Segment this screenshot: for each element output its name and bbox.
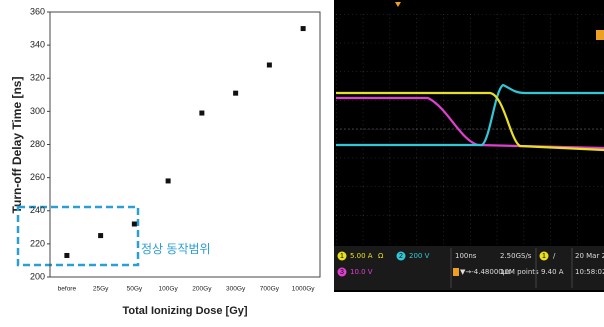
plot-frame bbox=[50, 12, 320, 277]
trigger-level-marker bbox=[596, 30, 604, 40]
ch1-scale: 5.00 A bbox=[350, 252, 373, 260]
point bbox=[132, 222, 137, 227]
x-axis-title: Total Ionizing Dose [Gy] bbox=[122, 305, 247, 317]
point bbox=[199, 111, 204, 116]
trigger-source: 1 bbox=[542, 253, 546, 260]
y-tick-label: 220 bbox=[30, 238, 45, 248]
point bbox=[233, 91, 238, 96]
ch3-label: 3 bbox=[340, 269, 344, 276]
ch1-label: 1 bbox=[340, 253, 344, 260]
ch3-scale: 10.0 V bbox=[350, 268, 373, 276]
ch2-scale: 200 V bbox=[409, 252, 430, 260]
ch1-coupling: Ω bbox=[378, 252, 384, 260]
x-tick-label: 50Gy bbox=[127, 286, 143, 293]
record-length: 10M points bbox=[500, 268, 539, 276]
y-tick-label: 260 bbox=[30, 172, 45, 182]
y-tick-label: 360 bbox=[30, 6, 45, 16]
y-tick-label: 300 bbox=[30, 106, 45, 116]
y-tick-label: 200 bbox=[30, 271, 45, 281]
annotation: 정상 동작범위 bbox=[141, 242, 211, 256]
point bbox=[98, 233, 103, 238]
ch2-label: 2 bbox=[399, 253, 403, 260]
trigger-level: 9.40 A bbox=[541, 268, 564, 276]
point bbox=[64, 253, 69, 258]
point bbox=[301, 26, 306, 31]
y-axis-title: Turn-off Delay Time [ns] bbox=[10, 77, 24, 214]
x-tick-label: 200Gy bbox=[192, 286, 212, 293]
y-tick-label: 280 bbox=[30, 139, 45, 149]
trigger-icon bbox=[453, 268, 459, 276]
point bbox=[267, 63, 272, 68]
point bbox=[166, 178, 171, 183]
range-box bbox=[18, 207, 138, 265]
x-tick-label: 1000Gy bbox=[292, 286, 316, 293]
y-tick-label: 320 bbox=[30, 73, 45, 83]
date: 20 Mar 20 bbox=[575, 252, 604, 260]
x-tick-label: 300Gy bbox=[226, 286, 246, 293]
x-tick-label: 25Gy bbox=[93, 286, 109, 293]
x-tick-label: 700Gy bbox=[260, 286, 280, 293]
timebase: 100ns bbox=[455, 252, 477, 260]
x-tick-label: 100Gy bbox=[159, 286, 179, 293]
y-tick-label: 340 bbox=[30, 40, 45, 50]
y-tick-label: 240 bbox=[30, 205, 45, 215]
page: 1 5.00 A Ω 2 200 V 3 10.0 V 100ns ▼→-4.4… bbox=[0, 0, 604, 322]
sample-rate: 2.50GS/s bbox=[500, 252, 532, 260]
scatter-chart: Turn-off Delay Time [ns] Total Ionizing … bbox=[10, 6, 320, 317]
oscilloscope: 1 5.00 A Ω 2 200 V 3 10.0 V 100ns ▼→-4.4… bbox=[334, 0, 604, 292]
time: 10:58:02 bbox=[575, 268, 604, 276]
x-tick-label: before bbox=[58, 286, 77, 293]
